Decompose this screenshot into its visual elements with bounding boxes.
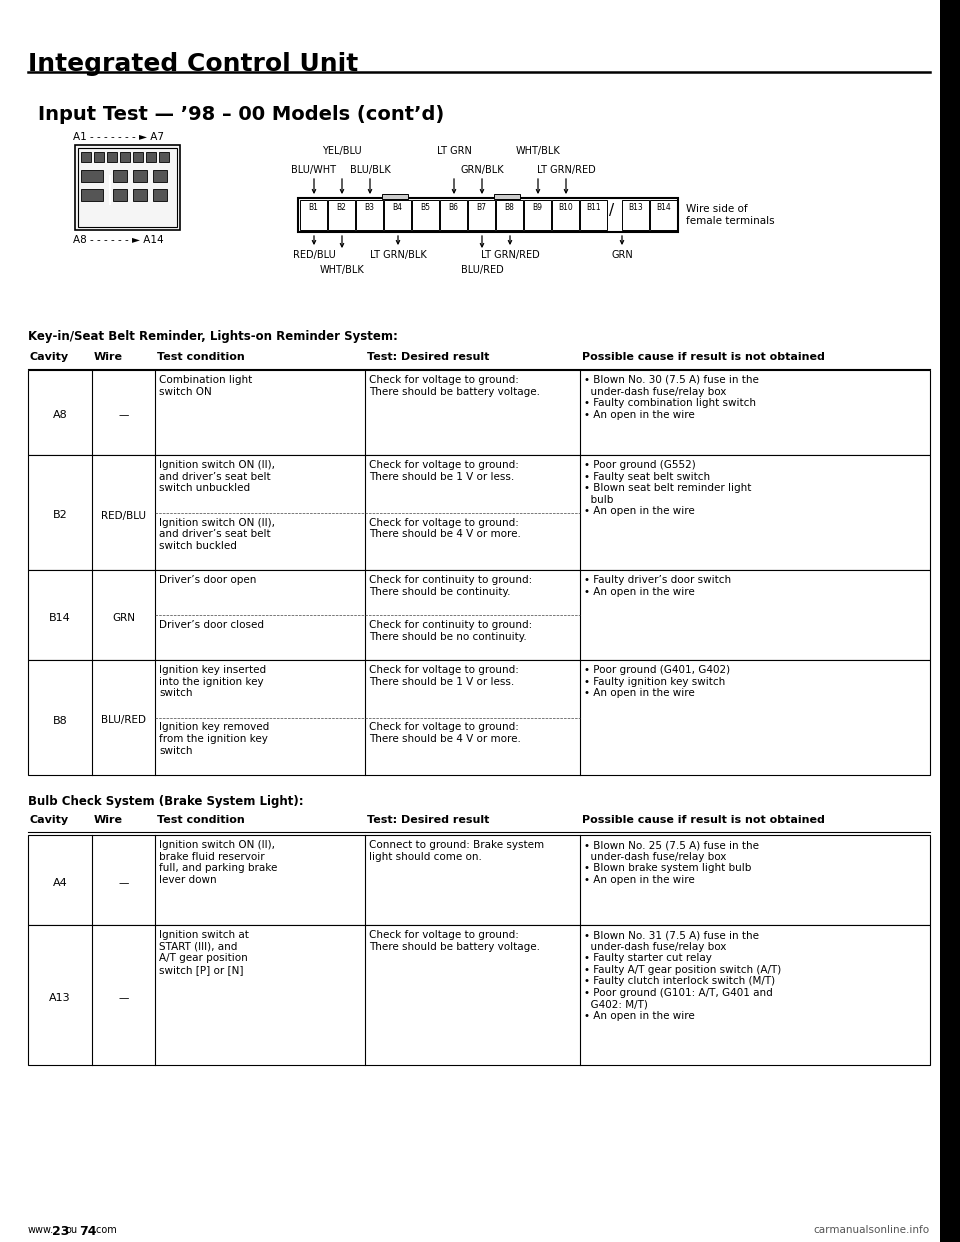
Text: B2: B2 (53, 510, 67, 520)
Bar (133, 170, 147, 183)
Text: GRN/BLK: GRN/BLK (460, 165, 504, 175)
Text: Cavity: Cavity (30, 815, 69, 825)
Text: Possible cause if result is not obtained: Possible cause if result is not obtained (582, 351, 825, 361)
Text: B14: B14 (49, 614, 71, 623)
Text: Test condition: Test condition (157, 815, 245, 825)
Bar (153, 189, 167, 201)
Text: Test: Desired result: Test: Desired result (367, 815, 490, 825)
Bar (382, 194, 408, 199)
Text: carmanualsonline.info: carmanualsonline.info (814, 1225, 930, 1235)
Bar (153, 170, 167, 183)
Text: B9: B9 (533, 202, 542, 212)
Text: B8: B8 (53, 715, 67, 725)
Text: B7: B7 (476, 202, 487, 212)
Text: Check for voltage to ground:
There should be battery voltage.: Check for voltage to ground: There shoul… (369, 930, 540, 951)
Text: Check for voltage to ground:
There should be 1 V or less.: Check for voltage to ground: There shoul… (369, 460, 518, 482)
Bar (159, 152, 169, 161)
Text: • Blown No. 25 (7.5 A) fuse in the
  under-dash fuse/relay box
• Blown brake sys: • Blown No. 25 (7.5 A) fuse in the under… (584, 840, 759, 884)
Text: YEL/BLU: YEL/BLU (323, 147, 362, 156)
Bar (298, 197, 678, 232)
Text: Wire side of
female terminals: Wire side of female terminals (686, 204, 775, 226)
Text: www.: www. (28, 1225, 54, 1235)
Text: Wire: Wire (94, 815, 123, 825)
Text: LT GRN/RED: LT GRN/RED (481, 250, 540, 260)
Text: BLU/WHT: BLU/WHT (292, 165, 337, 175)
Text: Check for continuity to ground:
There should be no continuity.: Check for continuity to ground: There sh… (369, 620, 532, 642)
Text: • Faulty driver’s door switch
• An open in the wire: • Faulty driver’s door switch • An open … (584, 575, 732, 596)
Bar (113, 189, 127, 201)
Text: B4: B4 (393, 202, 402, 212)
Text: Test: Desired result: Test: Desired result (367, 351, 490, 361)
Text: Check for voltage to ground:
There should be battery voltage.: Check for voltage to ground: There shoul… (369, 375, 540, 396)
Wedge shape (952, 609, 960, 672)
Text: Ignition switch ON (II),
and driver’s seat belt
switch buckled: Ignition switch ON (II), and driver’s se… (159, 518, 275, 550)
Text: A1 - - - - - - - ► A7: A1 - - - - - - - ► A7 (73, 132, 164, 142)
Bar (78, 148, 177, 227)
Text: —: — (118, 878, 129, 888)
Text: Key-in/Seat Belt Reminder, Lights-on Reminder System:: Key-in/Seat Belt Reminder, Lights-on Rem… (28, 330, 397, 343)
Bar (940, 0, 960, 1242)
Bar (94, 152, 104, 161)
Text: WHT/BLK: WHT/BLK (516, 147, 561, 156)
Bar (146, 152, 156, 161)
Text: Wire: Wire (94, 351, 123, 361)
Text: /: / (609, 202, 614, 219)
Bar (113, 170, 127, 183)
Bar (109, 175, 111, 205)
Text: Cavity: Cavity (30, 351, 69, 361)
Text: Ignition switch ON (II),
brake fluid reservoir
full, and parking brake
lever dow: Ignition switch ON (II), brake fluid res… (159, 840, 277, 884)
Text: LT GRN/RED: LT GRN/RED (537, 165, 595, 175)
Text: B8: B8 (505, 202, 515, 212)
Text: ou: ou (66, 1225, 78, 1235)
Bar (300, 200, 327, 230)
Bar (133, 152, 143, 161)
Bar (81, 189, 103, 201)
Text: Ignition switch ON (II),
and driver’s seat belt
switch unbuckled: Ignition switch ON (II), and driver’s se… (159, 460, 275, 493)
Text: GRN: GRN (612, 250, 633, 260)
Bar (133, 189, 147, 201)
Text: A8: A8 (53, 411, 67, 421)
Text: WHT/BLK: WHT/BLK (320, 265, 365, 274)
Bar (107, 152, 117, 161)
Text: .com: .com (93, 1225, 117, 1235)
Text: 74: 74 (79, 1225, 97, 1238)
Text: • Poor ground (G552)
• Faulty seat belt switch
• Blown seat belt reminder light
: • Poor ground (G552) • Faulty seat belt … (584, 460, 752, 517)
Text: B13: B13 (628, 202, 643, 212)
Text: Check for continuity to ground:
There should be continuity.: Check for continuity to ground: There sh… (369, 575, 532, 596)
Text: • Blown No. 30 (7.5 A) fuse in the
  under-dash fuse/relay box
• Faulty combinat: • Blown No. 30 (7.5 A) fuse in the under… (584, 375, 758, 420)
Text: Check for voltage to ground:
There should be 4 V or more.: Check for voltage to ground: There shoul… (369, 723, 521, 744)
Text: Integrated Control Unit: Integrated Control Unit (28, 52, 358, 76)
Text: Ignition key inserted
into the ignition key
switch: Ignition key inserted into the ignition … (159, 664, 266, 698)
Text: BLU/BLK: BLU/BLK (349, 165, 391, 175)
Text: B10: B10 (558, 202, 573, 212)
Text: —: — (118, 994, 129, 1004)
Text: BLU/RED: BLU/RED (101, 715, 146, 725)
Text: Combination light
switch ON: Combination light switch ON (159, 375, 252, 396)
Bar (81, 170, 103, 183)
Text: GRN: GRN (112, 614, 135, 623)
Text: LT GRN: LT GRN (437, 147, 471, 156)
Text: BLU/RED: BLU/RED (461, 265, 503, 274)
Text: RED/BLU: RED/BLU (101, 510, 146, 520)
Text: Connect to ground: Brake system
light should come on.: Connect to ground: Brake system light sh… (369, 840, 544, 862)
Bar (28, 370, 930, 455)
Bar (524, 200, 551, 230)
Text: Possible cause if result is not obtained: Possible cause if result is not obtained (582, 815, 825, 825)
Bar (412, 200, 439, 230)
Text: LT GRN/BLK: LT GRN/BLK (370, 250, 426, 260)
Bar (75, 145, 180, 230)
Bar (28, 925, 930, 1064)
Bar (580, 200, 607, 230)
Text: • Blown No. 31 (7.5 A) fuse in the
  under-dash fuse/relay box
• Faulty starter : • Blown No. 31 (7.5 A) fuse in the under… (584, 930, 781, 1021)
Text: B2: B2 (337, 202, 347, 212)
Bar (552, 200, 579, 230)
Text: 23: 23 (52, 1225, 69, 1238)
Text: Ignition switch at
START (III), and
A/T gear position
switch [P] or [N]: Ignition switch at START (III), and A/T … (159, 930, 249, 975)
Bar (650, 200, 677, 230)
Bar (28, 835, 930, 925)
Text: B3: B3 (365, 202, 374, 212)
Bar (384, 200, 411, 230)
Text: Driver’s door closed: Driver’s door closed (159, 620, 264, 630)
Text: B1: B1 (308, 202, 319, 212)
Bar (28, 570, 930, 660)
